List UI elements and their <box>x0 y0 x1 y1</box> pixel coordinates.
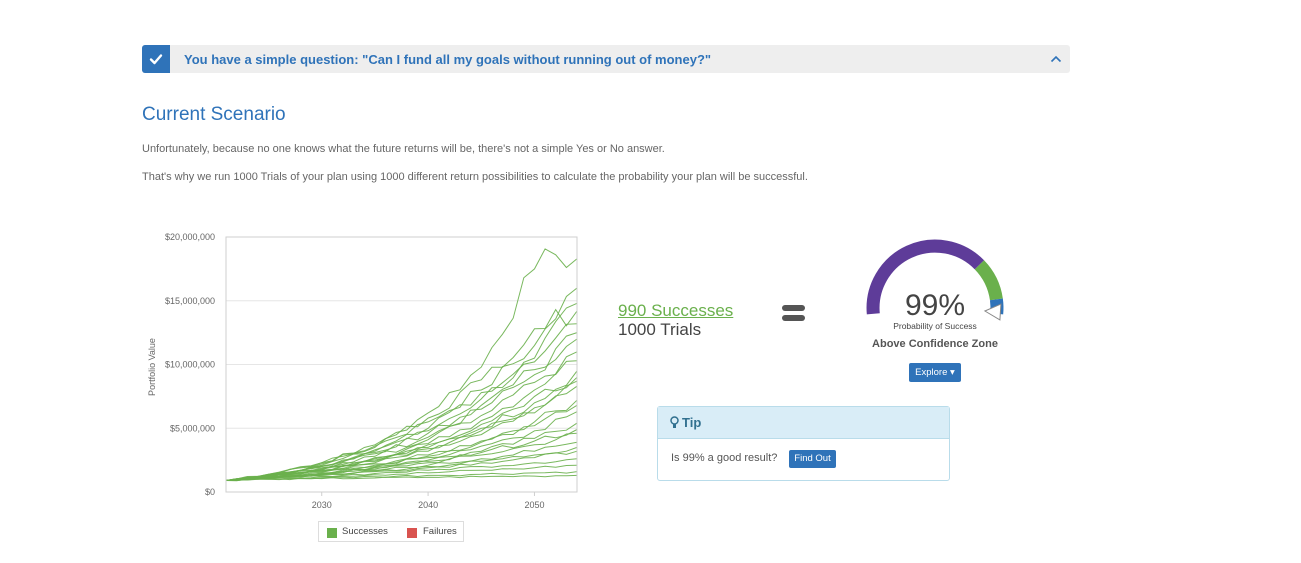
banner-question-text: You have a simple question: "Can I fund … <box>184 52 712 67</box>
probability-percent: 99% <box>904 289 966 322</box>
intro-paragraph: Unfortunately, because no one knows what… <box>142 143 665 155</box>
y-tick-label: $15,000,000 <box>165 296 215 306</box>
trial-line <box>225 446 578 481</box>
x-tick-label: 2050 <box>524 500 544 510</box>
tip-header: Tip <box>658 407 949 439</box>
y-tick-label: $10,000,000 <box>165 360 215 370</box>
question-banner[interactable]: You have a simple question: "Can I fund … <box>142 45 1070 73</box>
legend-successes-swatch <box>327 528 337 538</box>
trial-line <box>225 429 578 481</box>
legend-failures-label[interactable]: Failures <box>423 526 457 537</box>
trial-line <box>225 287 578 481</box>
lightbulb-icon <box>670 416 679 428</box>
y-tick-label: $20,000,000 <box>165 232 215 242</box>
confidence-zone-label: Above Confidence Zone <box>872 338 998 350</box>
x-tick-label: 2030 <box>312 500 332 510</box>
trial-line <box>225 464 578 481</box>
tip-title: Tip <box>682 415 702 430</box>
gauge-needle-icon <box>983 303 1002 321</box>
checkmark-icon <box>149 54 163 65</box>
y-tick-label: $0 <box>205 487 215 497</box>
probability-label: Probability of Success <box>893 321 977 331</box>
trial-line <box>225 338 578 481</box>
legend-failures-swatch <box>407 528 417 538</box>
trial-line <box>225 380 578 481</box>
checkmark-badge <box>142 45 170 73</box>
caret-down-icon: ▾ <box>950 367 955 378</box>
gauge-arc-confidence <box>974 260 1003 301</box>
legend-successes-label[interactable]: Successes <box>342 526 388 537</box>
x-tick-label: 2040 <box>418 500 438 510</box>
trial-line <box>225 474 578 481</box>
y-axis-label: Portfolio Value <box>147 338 157 396</box>
tip-panel: Tip Is 99% a good result? Find Out <box>657 406 950 481</box>
plot-area-frame <box>225 236 578 493</box>
trials-paragraph: That's why we run 1000 Trials of your pl… <box>142 171 808 183</box>
tip-question: Is 99% a good result? <box>671 452 778 464</box>
portfolio-chart: Portfolio Value $0 $5,000,000 $10,000,000 $… <box>147 232 578 510</box>
explore-button[interactable]: Explore ▾ <box>909 363 961 382</box>
y-tick-label: $5,000,000 <box>170 423 215 433</box>
find-out-button[interactable]: Find Out <box>789 450 836 468</box>
gauge-arc-main <box>866 239 985 315</box>
successes-link[interactable]: 990 Successes <box>618 301 734 320</box>
section-title: Current Scenario <box>142 104 286 125</box>
chevron-up-icon[interactable] <box>1050 54 1062 64</box>
chart-legend[interactable]: Successes Failures <box>318 521 464 542</box>
probability-gauge <box>866 239 1004 321</box>
trial-line <box>225 360 578 481</box>
equals-icon <box>782 305 805 325</box>
explore-label: Explore <box>915 367 948 378</box>
trials-count: 1000 Trials <box>618 320 702 339</box>
trial-line <box>225 308 578 481</box>
